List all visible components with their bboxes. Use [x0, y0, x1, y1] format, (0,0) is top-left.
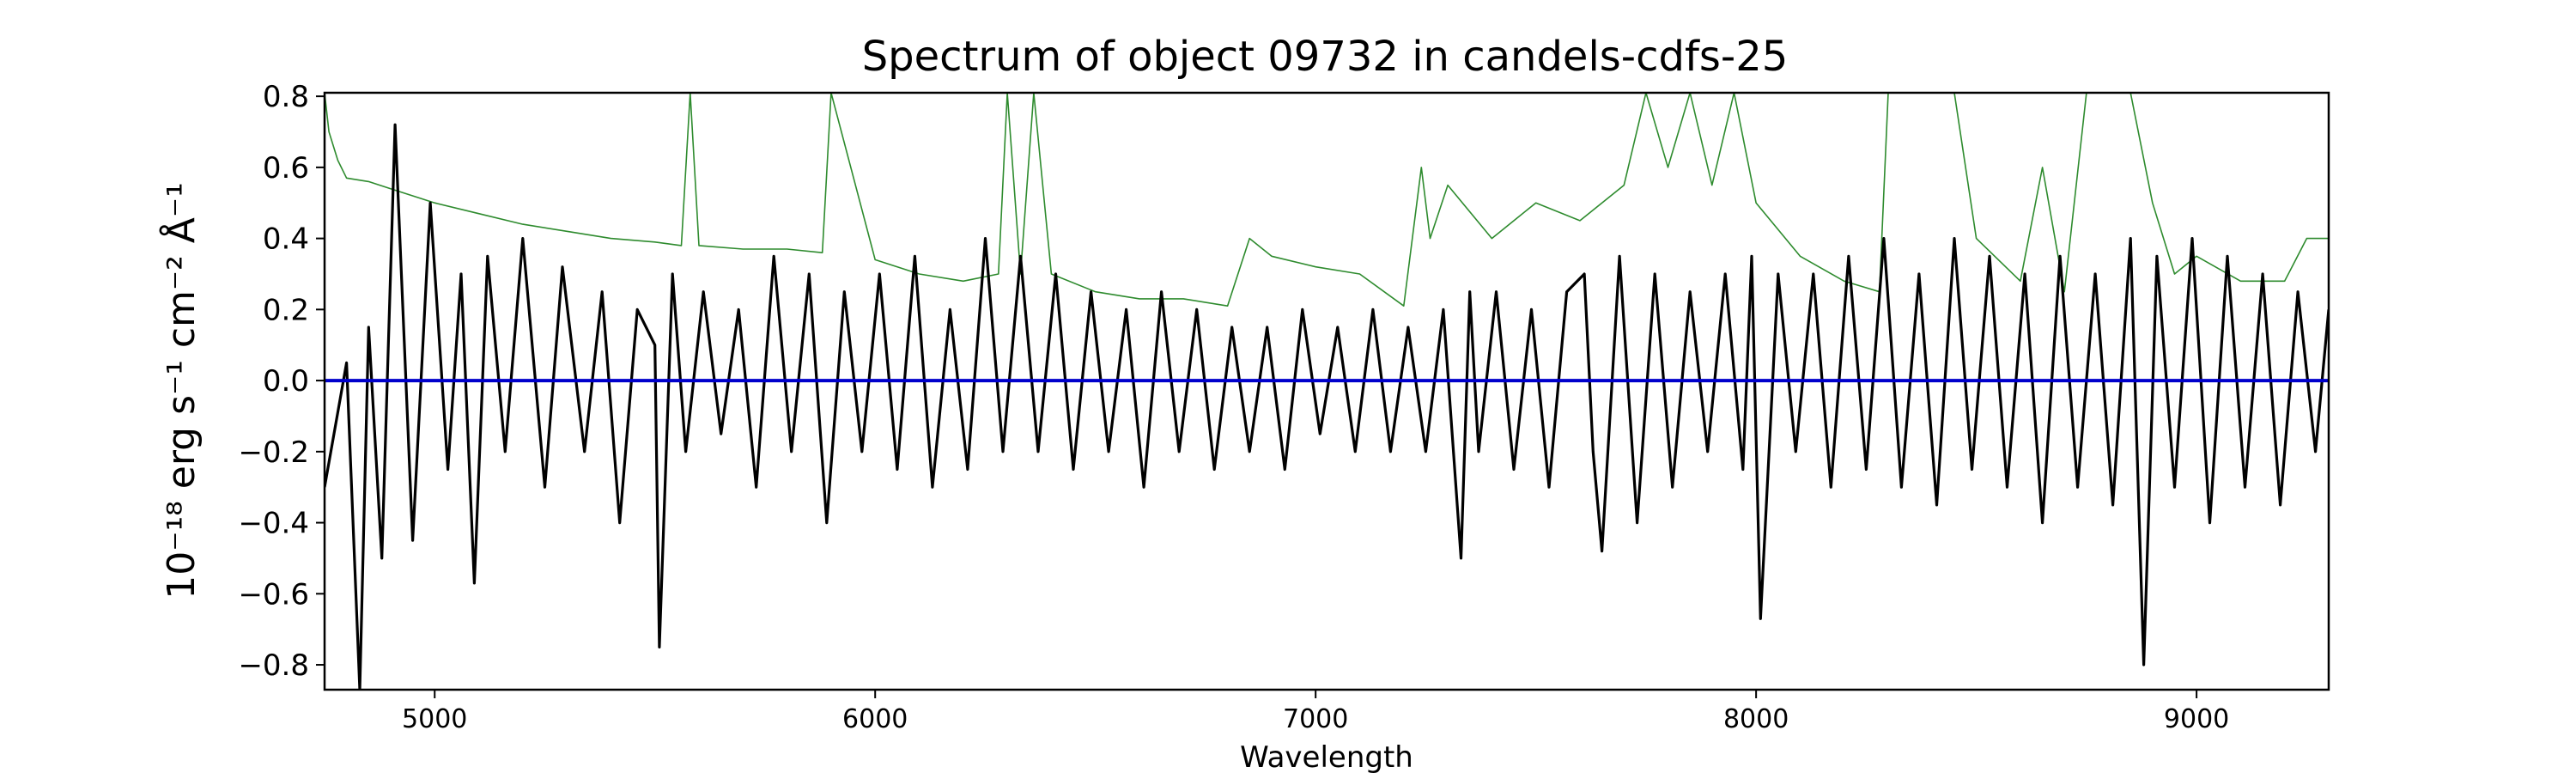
- series-layer: [325, 93, 2329, 690]
- chart-title: Spectrum of object 09732 in candels-cdfs…: [862, 33, 1789, 81]
- y-tick-label: −0.6: [238, 577, 309, 612]
- y-tick-label: 0.2: [263, 293, 309, 327]
- plot-frame: [323, 91, 2330, 691]
- y-tick-label: 0.8: [263, 80, 309, 114]
- x-tick-label: 7000: [1283, 704, 1348, 734]
- y-tick-label: −0.4: [238, 507, 309, 541]
- x-tick-label: 5000: [402, 704, 467, 734]
- x-tick-label: 9000: [2164, 704, 2229, 734]
- y-tick-label: 0.6: [263, 151, 309, 186]
- y-tick-label: 0.4: [263, 222, 309, 257]
- x-axis-label: Wavelength: [1240, 740, 1413, 773]
- error-series-line: [325, 93, 2329, 307]
- y-tick-label: 0.0: [263, 364, 309, 399]
- y-axis-label: 10⁻¹⁸ erg s⁻¹ cm⁻² Å⁻¹: [158, 182, 204, 599]
- y-axis: −0.8 −0.6 −0.4 −0.2 0.0 0.2 0.4 0.6 0.8: [238, 80, 325, 683]
- x-tick-label: 8000: [1723, 704, 1789, 734]
- flux-series-line: [325, 123, 2329, 690]
- y-tick-label: −0.8: [238, 648, 309, 683]
- x-tick-label: 6000: [842, 704, 908, 734]
- x-axis: 5000 6000 7000 8000 9000: [402, 690, 2229, 734]
- y-tick-label: −0.2: [238, 435, 309, 470]
